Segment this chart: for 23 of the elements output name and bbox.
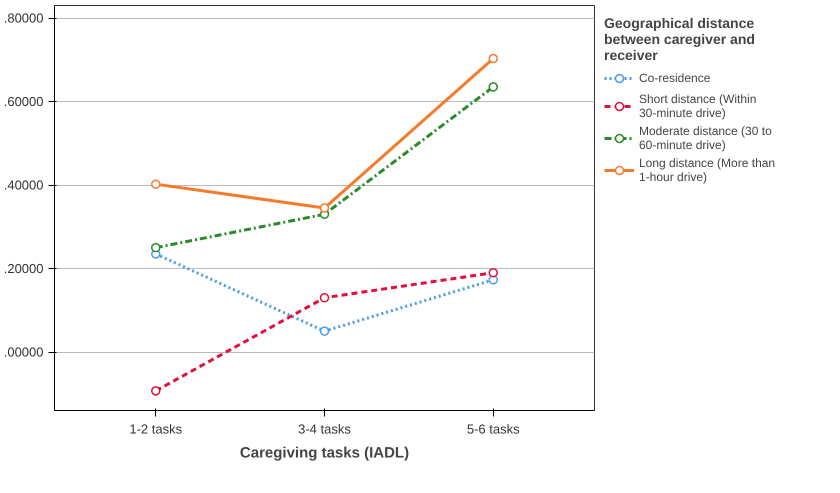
legend-label: Long distance (More than 1-hour drive) xyxy=(639,156,776,184)
y-tick-label: .20000 xyxy=(4,261,44,276)
x-axis-title: Caregiving tasks (IADL) xyxy=(240,444,410,462)
x-tick-label: 3-4 tasks xyxy=(298,422,352,436)
point xyxy=(320,203,330,213)
x-tick-label: 1-2 tasks xyxy=(129,422,183,436)
point xyxy=(488,268,498,278)
point xyxy=(320,293,330,303)
legend-label: Short distance (Within 30-minute drive) xyxy=(639,92,756,120)
point xyxy=(320,326,330,336)
legend-label: Co-residence xyxy=(639,71,710,85)
y-tick-label: .40000 xyxy=(4,178,44,193)
x-tick-label: 5-6 tasks xyxy=(466,422,520,436)
point xyxy=(488,82,498,92)
y-tick-label: .00000 xyxy=(4,344,44,360)
legend-label: Moderate distance (30 to 60-minute drive) xyxy=(639,124,772,152)
point xyxy=(151,386,160,396)
point xyxy=(151,179,160,189)
point xyxy=(151,242,160,252)
y-tick-label: .80000 xyxy=(4,10,44,26)
point xyxy=(488,54,498,64)
legend-title: Geographical distance between caregiver and receiver xyxy=(604,15,756,63)
y-tick-label: .60000 xyxy=(4,94,44,110)
